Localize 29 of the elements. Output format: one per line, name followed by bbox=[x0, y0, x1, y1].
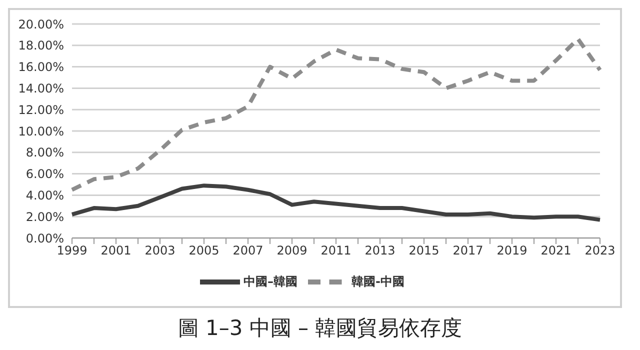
x-tick-label: 2007 bbox=[232, 244, 264, 258]
legend-label: 中國–韓國 bbox=[244, 274, 298, 288]
y-tick-label: 20.00% bbox=[18, 17, 64, 32]
y-tick-label: 14.00% bbox=[18, 81, 64, 96]
y-tick-label: 0.00% bbox=[26, 231, 64, 246]
y-tick-label: 18.00% bbox=[18, 38, 64, 53]
x-tick-label: 2019 bbox=[496, 244, 528, 258]
y-tick-label: 2.00% bbox=[26, 210, 64, 224]
line-series bbox=[70, 36, 602, 192]
x-tick-label: 1999 bbox=[56, 244, 88, 258]
x-tick-label: 2003 bbox=[144, 244, 176, 258]
line-series bbox=[70, 184, 602, 222]
x-tick-label: 2011 bbox=[320, 244, 352, 258]
x-tick-label: 2021 bbox=[540, 244, 572, 258]
y-tick-label: 6.00% bbox=[26, 167, 64, 182]
x-tick-label: 2023 bbox=[584, 244, 616, 258]
x-tick-label: 2013 bbox=[364, 244, 396, 258]
legend-label: 韓國-中國 bbox=[352, 274, 404, 288]
y-tick-label: 16.00% bbox=[18, 60, 64, 74]
y-tick-label: 4.00% bbox=[26, 188, 64, 202]
text: 圖 1–3 中國 – 韓國貿易依存度 bbox=[176, 315, 464, 342]
x-tick-label: 2001 bbox=[100, 244, 132, 258]
y-tick-label: 8.00% bbox=[26, 146, 64, 160]
x-tick-label: 2015 bbox=[408, 244, 440, 258]
x-tick-label: 2005 bbox=[188, 244, 220, 258]
y-tick-label: 10.00% bbox=[18, 124, 64, 138]
x-tick-label: 2009 bbox=[276, 244, 308, 258]
y-tick-label: 12.00% bbox=[18, 102, 64, 117]
x-tick-label: 2017 bbox=[452, 244, 484, 258]
